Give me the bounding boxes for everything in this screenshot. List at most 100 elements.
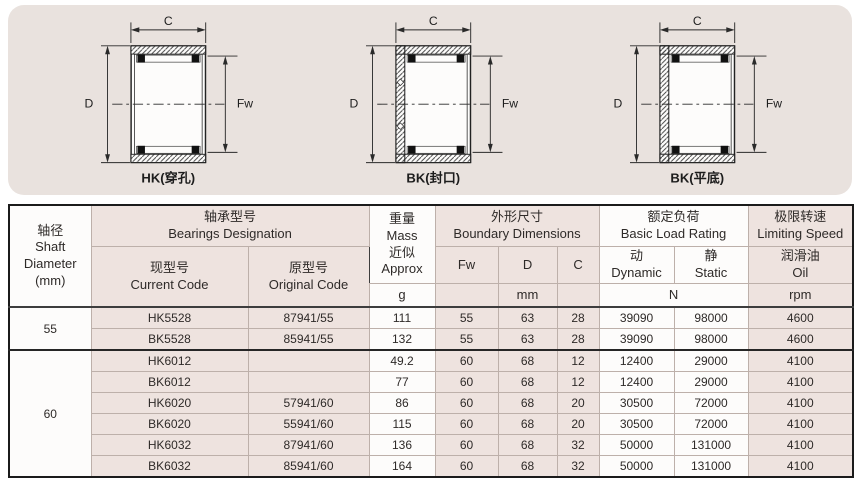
unit-newton: N <box>598 283 749 308</box>
table-body: 55 HK5528 87941/55 111 55 63 28 39090 98000 4600 B… <box>8 306 854 478</box>
cell-mass: 86 <box>368 392 436 414</box>
header-mass: 重量 Mass 近似 Approx <box>368 204 436 284</box>
cell-static-load: 72000 <box>673 392 749 414</box>
unit-blank-c <box>556 283 600 308</box>
cell-fw: 60 <box>434 349 499 372</box>
bearing-diagram-bk-flat: C D Fw BK(平底) <box>614 14 783 185</box>
dim-label-c: C <box>428 14 437 28</box>
needle-roller <box>456 145 464 154</box>
header-static: 静 Static <box>673 246 749 284</box>
dim-label-c: C <box>164 14 173 28</box>
cell-original-code <box>247 349 370 372</box>
cell-dynamic-load: 39090 <box>598 328 675 351</box>
cell-static-load: 98000 <box>673 328 749 351</box>
cell-static-load: 131000 <box>673 455 749 478</box>
cell-oil-speed: 4100 <box>747 434 854 456</box>
cage-bottom <box>671 145 730 154</box>
cell-d: 68 <box>497 392 558 414</box>
cell-fw: 60 <box>434 371 499 393</box>
cell-static-load: 29000 <box>673 349 749 372</box>
needle-roller <box>191 145 199 154</box>
table-row: 55 HK5528 87941/55 111 55 63 28 39090 98000 4600 <box>8 306 854 351</box>
cage-bottom <box>135 145 201 154</box>
dim-label-d: D <box>349 96 358 110</box>
cell-d: 68 <box>497 434 558 456</box>
cell-mass: 136 <box>368 434 436 456</box>
cell-fw: 60 <box>434 392 499 414</box>
cell-original-code: 87941/60 <box>247 434 370 456</box>
shell-top-wall <box>394 45 471 55</box>
header-limiting-speed: 极限转速 Limiting Speed <box>747 204 854 247</box>
needle-roller <box>720 54 729 63</box>
cell-dynamic-load: 12400 <box>598 349 675 372</box>
table-row: BK5528 85941/55 132 55 63 28 39090 98000 4600 <box>9 328 854 351</box>
cell-d: 63 <box>497 306 558 329</box>
unit-blank-fw <box>434 283 499 308</box>
header-oil: 润滑油 Oil <box>747 246 854 284</box>
bearing-diagram-hk: C D Fw HK(穿孔) <box>84 14 253 185</box>
cage-top <box>671 54 730 63</box>
table-row: HK6020 57941/60 86 60 68 20 30500 72000 4100 <box>9 392 854 414</box>
cell-current-code: HK5528 <box>90 306 249 329</box>
cell-c: 28 <box>556 306 600 329</box>
cell-c: 32 <box>556 434 600 456</box>
table-row: BK6032 85941/60 164 60 68 32 50000 131000 4100 <box>9 455 854 478</box>
cell-fw: 60 <box>434 455 499 478</box>
shell-top-wall <box>130 45 206 55</box>
cell-oil-speed: 4600 <box>747 328 854 351</box>
header-basic-load-rating: 额定负荷 Basic Load Rating <box>598 204 749 247</box>
cell-dynamic-load: 30500 <box>598 392 675 414</box>
needle-roller <box>407 145 416 154</box>
cell-static-load: 98000 <box>673 306 749 329</box>
needle-roller <box>672 54 680 63</box>
header-fw: Fw <box>434 246 499 284</box>
cell-oil-speed: 4100 <box>747 392 854 414</box>
cell-mass: 164 <box>368 455 436 478</box>
cell-fw: 60 <box>434 413 499 435</box>
cell-original-code: 87941/55 <box>247 306 370 329</box>
cell-static-load: 72000 <box>673 413 749 435</box>
unit-rpm: rpm <box>747 283 854 308</box>
cell-oil-speed: 4100 <box>747 371 854 393</box>
dim-label-d: D <box>614 96 623 110</box>
cell-fw: 55 <box>434 306 499 329</box>
dim-label-d: D <box>84 96 93 110</box>
cell-dynamic-load: 50000 <box>598 455 675 478</box>
header-boundary-dimensions: 外形尺寸 Boundary Dimensions <box>434 204 600 247</box>
table-row: BK6012 77 60 68 12 12400 29000 4100 <box>9 371 854 393</box>
cell-original-code <box>247 371 370 393</box>
dim-label-c: C <box>693 14 702 28</box>
cell-current-code: HK6020 <box>90 392 249 414</box>
cell-shaft-diameter: 55 <box>8 306 92 351</box>
cell-mass: 49.2 <box>368 349 436 372</box>
dim-label-fw: Fw <box>766 96 782 110</box>
cell-current-code: BK5528 <box>90 328 249 351</box>
header-c: C <box>556 246 600 284</box>
cell-current-code: HK6012 <box>90 349 249 372</box>
table-row: BK6020 55941/60 115 60 68 20 30500 72000 4100 <box>9 413 854 435</box>
shell-bottom-wall <box>659 153 736 164</box>
needle-roller <box>456 54 464 63</box>
cell-dynamic-load: 39090 <box>598 306 675 329</box>
cell-dynamic-load: 30500 <box>598 413 675 435</box>
unit-grams: g <box>368 283 436 308</box>
cell-original-code: 85941/60 <box>247 455 370 478</box>
seam-mark <box>396 122 404 130</box>
cell-original-code: 57941/60 <box>247 392 370 414</box>
cell-d: 68 <box>497 413 558 435</box>
needle-roller <box>672 145 680 154</box>
cell-mass: 77 <box>368 371 436 393</box>
needle-roller <box>407 54 416 63</box>
cell-shaft-diameter: 60 <box>8 349 92 478</box>
cell-mass: 111 <box>368 306 436 329</box>
cell-current-code: HK6032 <box>90 434 249 456</box>
needle-roller <box>191 54 199 63</box>
cell-c: 32 <box>556 455 600 478</box>
header-d: D <box>497 246 558 284</box>
bearing-diagram-bk-sealed: C D Fw BK(封口) <box>349 14 518 185</box>
cage-top <box>406 54 465 63</box>
cell-d: 63 <box>497 328 558 351</box>
needle-roller <box>137 145 145 154</box>
cell-oil-speed: 4100 <box>747 413 854 435</box>
header-dynamic: 动 Dynamic <box>598 246 675 284</box>
